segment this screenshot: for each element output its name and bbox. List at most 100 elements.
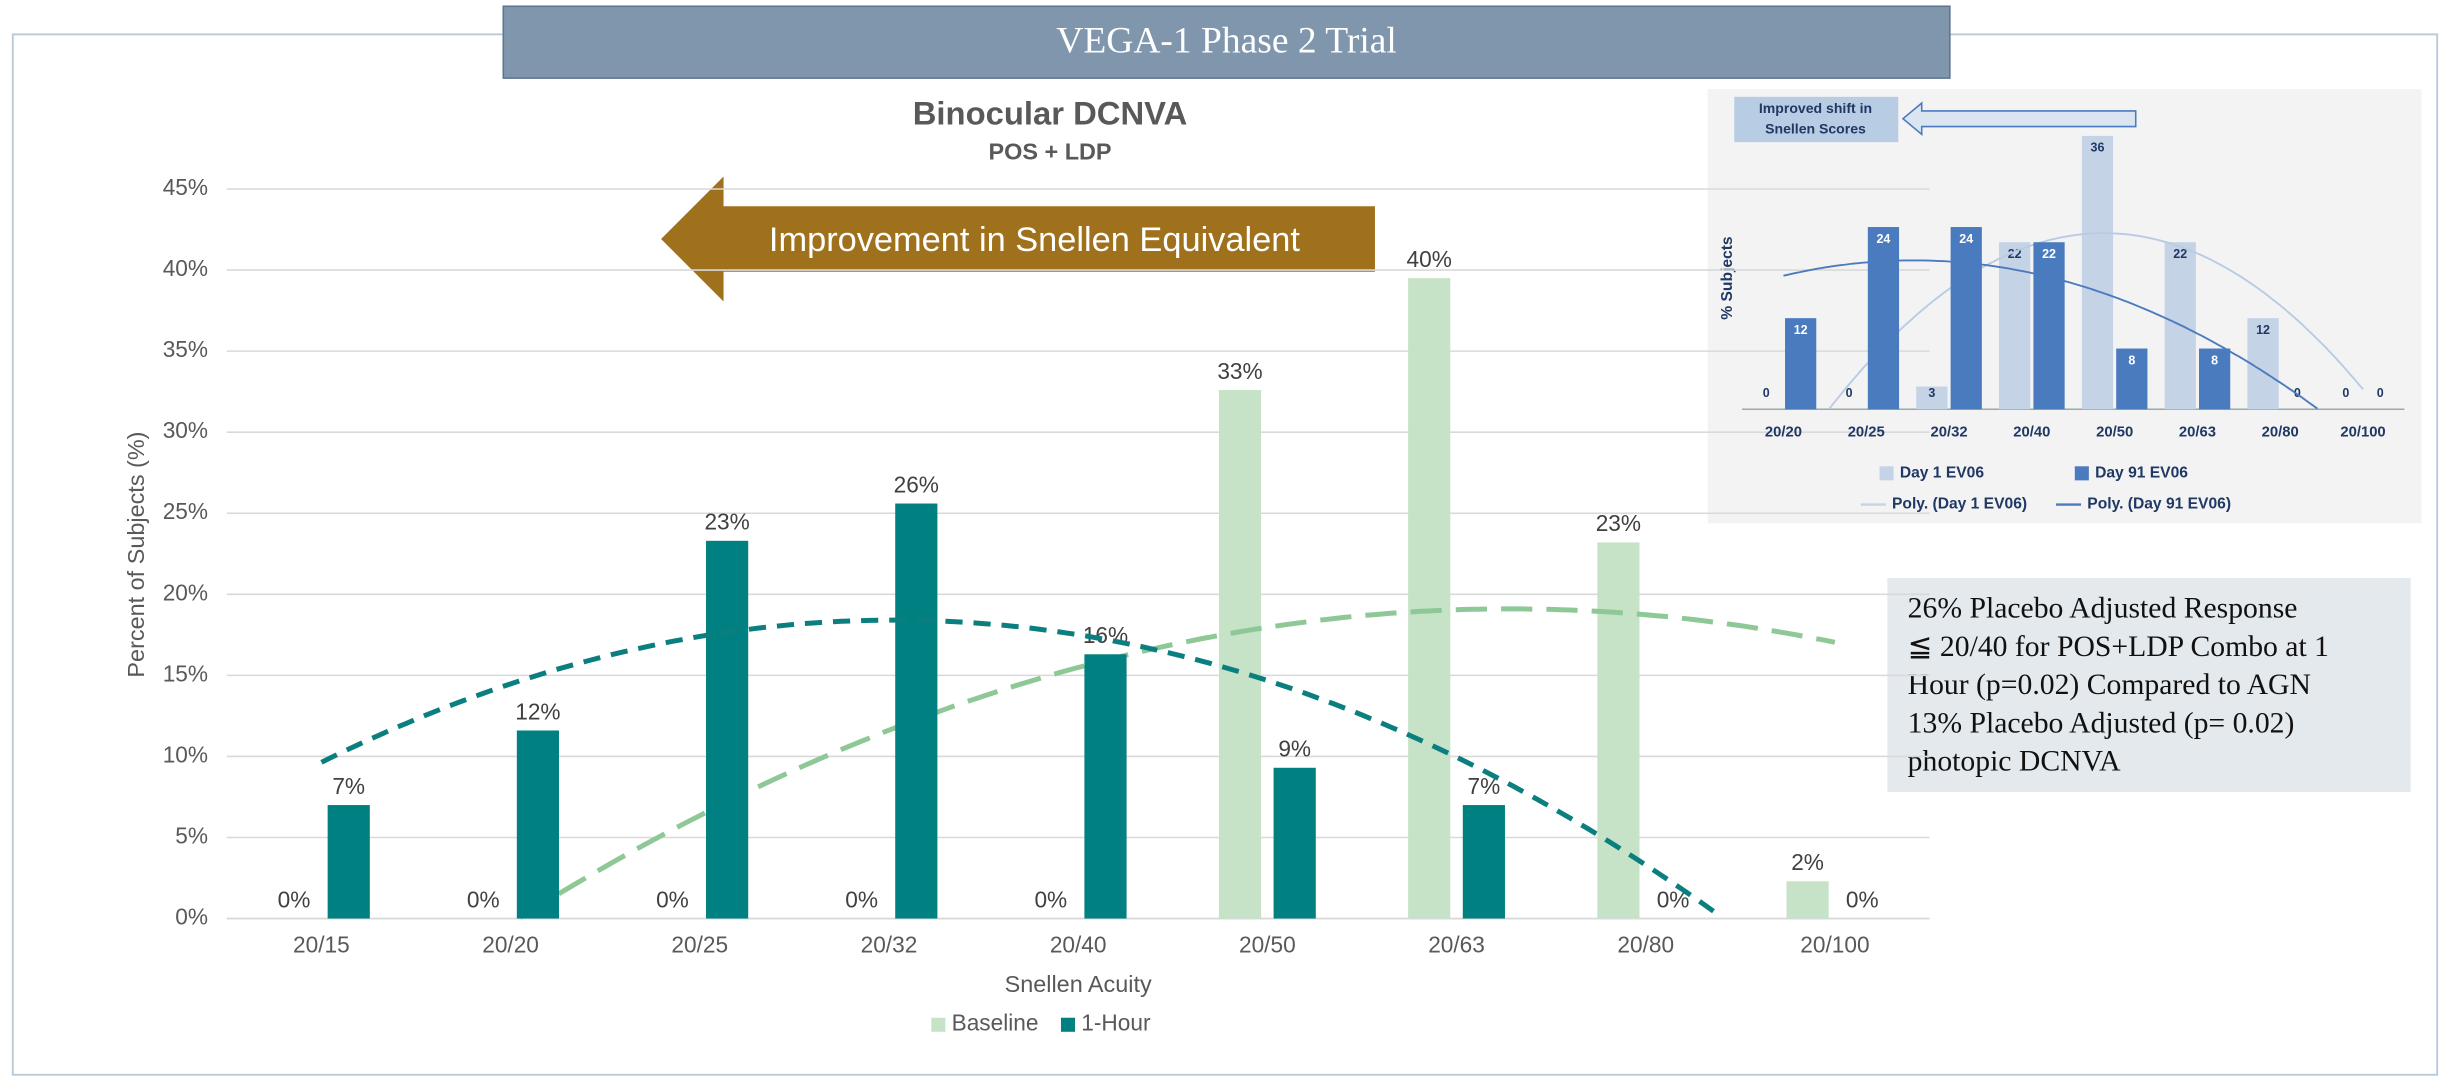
bar xyxy=(2033,242,2065,410)
inset-annotation: Snellen Scores xyxy=(1765,120,1866,136)
x-tick-label: 20/25 xyxy=(671,932,728,958)
y-tick-label: 40% xyxy=(163,255,208,281)
y-tick-label: 20% xyxy=(163,579,208,605)
x-tick-label: 20/20 xyxy=(482,932,539,958)
x-tick-label: 20/32 xyxy=(1930,425,1967,441)
bar xyxy=(2198,348,2231,410)
data-label: 33% xyxy=(1217,358,1262,384)
bar xyxy=(516,730,560,919)
trend-line xyxy=(1783,259,2318,410)
data-label: 0% xyxy=(278,886,311,912)
bar xyxy=(1408,278,1451,919)
data-label: 40% xyxy=(1407,246,1452,272)
data-label: 23% xyxy=(1596,510,1641,536)
data-label: 24 xyxy=(1876,232,1890,246)
data-label: 0% xyxy=(467,886,500,912)
bar xyxy=(1597,542,1640,919)
legend-swatch xyxy=(931,1017,946,1032)
x-axis-label: Snellen Acuity xyxy=(1005,971,1152,997)
x-tick-label: 20/20 xyxy=(1765,425,1802,441)
bar xyxy=(1950,227,1982,410)
banner-text: VEGA-1 Phase 2 Trial xyxy=(1056,20,1397,61)
note-box xyxy=(1887,577,2411,793)
data-label: 26% xyxy=(894,471,939,497)
x-tick-label: 20/80 xyxy=(2262,425,2299,441)
data-label: 0 xyxy=(1846,386,1853,400)
inset-annotation: Improved shift in xyxy=(1759,100,1872,116)
bar xyxy=(1786,881,1829,919)
data-label: 23% xyxy=(704,509,749,535)
legend-label: Poly. (Day 1 EV06) xyxy=(1892,496,2027,513)
data-label: 12 xyxy=(2256,323,2270,337)
bar xyxy=(1916,386,1948,410)
x-tick-label: 20/63 xyxy=(2179,425,2216,441)
data-label: 36 xyxy=(2091,141,2105,155)
bar xyxy=(327,805,370,919)
data-label: 8 xyxy=(2211,353,2218,367)
y-tick-label: 0% xyxy=(175,904,208,930)
data-label: 0 xyxy=(2377,386,2384,400)
note-line: 13% Placebo Adjusted (p= 0.02) xyxy=(1908,707,2295,739)
data-label: 12 xyxy=(1794,323,1808,337)
y-tick-label: 15% xyxy=(163,660,208,686)
x-tick-label: 20/50 xyxy=(2096,425,2133,441)
chart-title: Binocular DCNVA xyxy=(913,94,1188,131)
bar xyxy=(1273,767,1316,919)
data-label: 9% xyxy=(1278,736,1311,762)
y-tick-label: 35% xyxy=(163,336,208,362)
y-tick-label: 5% xyxy=(175,822,208,848)
bar xyxy=(1218,390,1262,919)
data-label: 12% xyxy=(515,698,560,724)
data-label: 8 xyxy=(2128,353,2135,367)
y-tick-label: 25% xyxy=(163,498,208,524)
bar xyxy=(895,503,938,919)
data-label: 0% xyxy=(1846,886,1879,912)
x-tick-label: 20/15 xyxy=(293,932,350,958)
x-tick-label: 20/25 xyxy=(1848,425,1885,441)
x-tick-label: 20/100 xyxy=(1800,932,1869,958)
x-tick-label: 20/40 xyxy=(1050,932,1107,958)
legend-label: Poly. (Day 91 EV06) xyxy=(2087,496,2231,513)
y-tick-label: 10% xyxy=(163,741,208,767)
x-tick-label: 20/80 xyxy=(1617,932,1674,958)
y-axis-label: Percent of Subjects (%) xyxy=(123,432,149,678)
data-label: 7% xyxy=(332,773,365,799)
annotation: Improvement in Snellen Equivalent xyxy=(769,221,1300,259)
legend-label: Day 1 EV06 xyxy=(1900,464,1984,481)
data-label: 3 xyxy=(1928,386,1935,400)
data-label: 0% xyxy=(845,886,878,912)
data-label: 2% xyxy=(1791,849,1824,875)
data-label: 0 xyxy=(1763,386,1770,400)
legend-label: Baseline xyxy=(952,1010,1039,1036)
data-label: 0% xyxy=(1034,886,1067,912)
note-line: ≦ 20/40 for POS+LDP Combo at 1 xyxy=(1908,631,2329,663)
bar xyxy=(1084,654,1127,919)
bar xyxy=(2116,348,2148,410)
bar xyxy=(2081,135,2114,410)
legend-swatch xyxy=(1879,466,1894,481)
x-tick-label: 20/40 xyxy=(2013,425,2050,441)
note-line: Hour (p=0.02) Compared to AGN xyxy=(1908,669,2311,701)
bar xyxy=(1462,805,1505,919)
trend-line xyxy=(320,617,1723,919)
legend-swatch xyxy=(2074,466,2089,481)
inset-y-label: % Subjects xyxy=(1719,236,1736,320)
x-tick-label: 20/32 xyxy=(861,932,918,958)
bar xyxy=(1785,318,1817,410)
inset-arrow xyxy=(1901,101,2137,137)
legend-swatch xyxy=(1060,1017,1076,1032)
inset-annotation-box xyxy=(1734,96,1899,143)
legend-label: Day 91 EV06 xyxy=(2095,464,2188,481)
banner xyxy=(502,5,1951,79)
data-label: 24 xyxy=(1959,232,1973,246)
data-label: 0 xyxy=(2294,386,2301,400)
legend-label: 1-Hour xyxy=(1081,1010,1151,1036)
data-label: 22 xyxy=(2173,247,2187,261)
x-tick-label: 20/100 xyxy=(2340,425,2385,441)
x-tick-label: 20/50 xyxy=(1239,932,1296,958)
chart-subtitle: POS + LDP xyxy=(989,138,1112,164)
bar xyxy=(706,540,749,919)
data-label: 0 xyxy=(2342,386,2349,400)
y-tick-label: 30% xyxy=(163,417,208,443)
